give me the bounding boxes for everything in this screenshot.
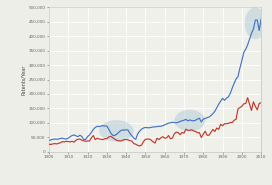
Ellipse shape	[99, 120, 134, 142]
Ellipse shape	[174, 110, 205, 131]
Ellipse shape	[245, 7, 266, 39]
Y-axis label: Patents/Year: Patents/Year	[21, 64, 26, 95]
